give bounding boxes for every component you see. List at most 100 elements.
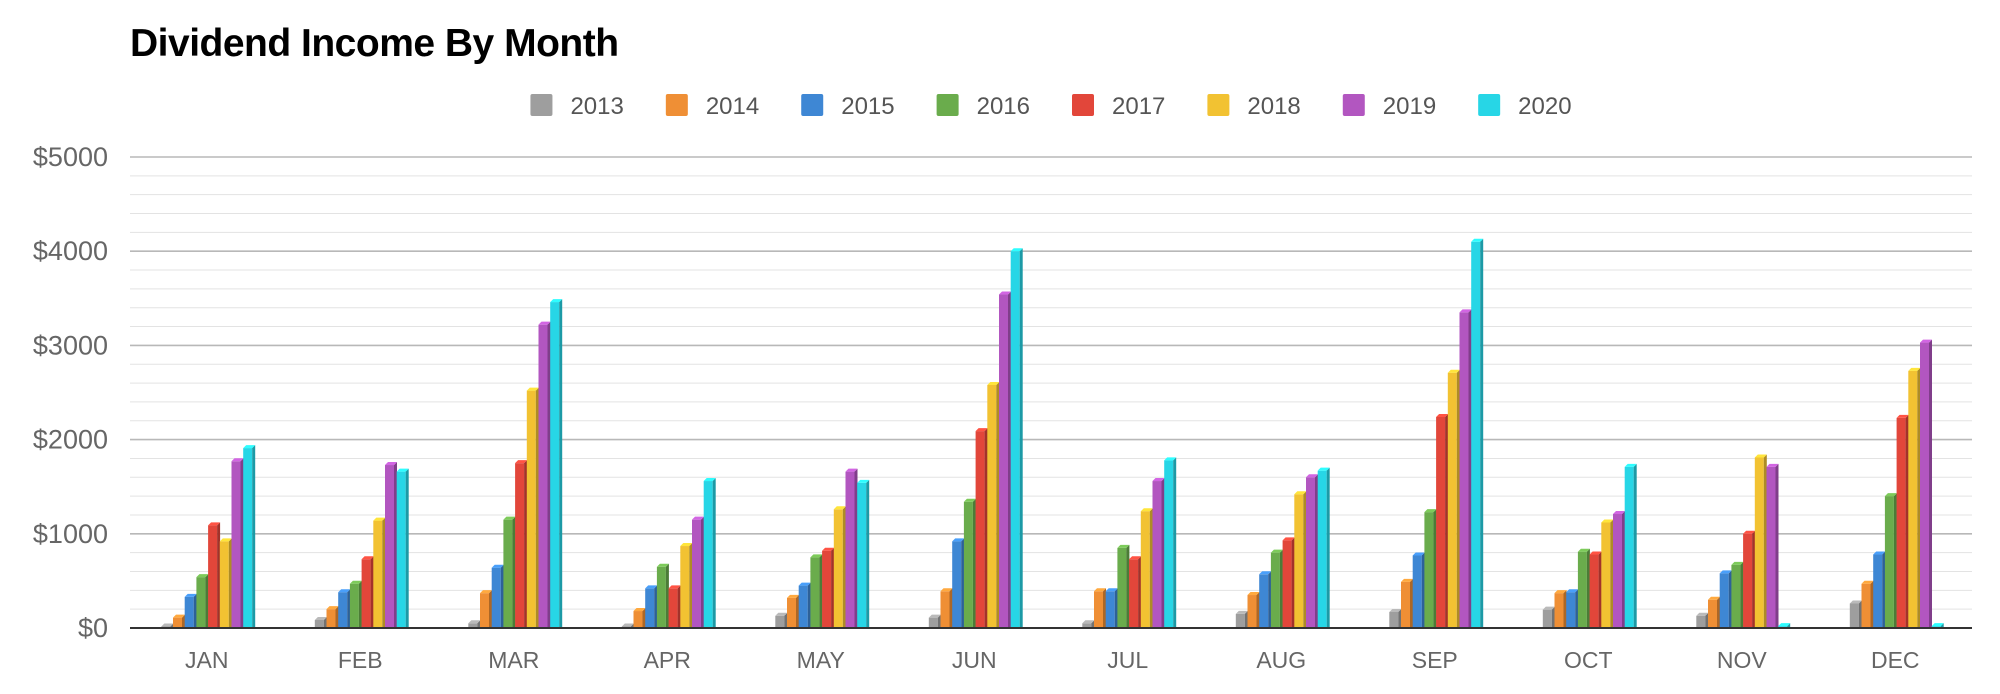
bar-top-2013-jan — [161, 623, 174, 627]
bar-2019-oct — [1613, 514, 1622, 628]
bar-2016-may — [810, 557, 820, 628]
bar-2017-mar — [515, 463, 525, 628]
legend-label: 2015 — [841, 93, 894, 120]
bar-2019-dec — [1920, 342, 1929, 628]
bar-side-2014-mar — [489, 590, 492, 628]
bar-2013-jul — [1082, 623, 1092, 628]
bar-2020-apr — [703, 481, 713, 628]
bar-2018-aug — [1294, 494, 1304, 628]
bar-top-2018-may — [833, 506, 846, 510]
bar-top-2020-apr — [703, 478, 716, 482]
bar-2020-jan — [243, 448, 253, 628]
bar-top-2013-mar — [468, 620, 481, 624]
bar-side-2018-apr — [689, 543, 693, 628]
bar-2016-sep — [1424, 512, 1434, 628]
bar-2018-oct — [1601, 522, 1611, 628]
bar-2019-may — [845, 471, 855, 628]
bar-top-2016-oct — [1577, 548, 1590, 552]
bar-side-2016-jan — [205, 574, 209, 628]
bar-top-2020-oct — [1624, 463, 1637, 467]
bar-top-2017-oct — [1589, 551, 1602, 555]
bar-side-2013-jan — [170, 623, 174, 628]
legend-swatch — [1478, 94, 1501, 116]
x-tick-label: JAN — [185, 647, 228, 673]
bar-side-2015-nov — [1728, 570, 1732, 628]
bar-side-2019-oct — [1622, 511, 1625, 628]
bar-2016-aug — [1270, 552, 1280, 628]
y-tick-label: $2000 — [33, 425, 108, 455]
bar-2014-sep — [1401, 581, 1410, 628]
bar-side-2018-mar — [535, 387, 539, 628]
bar-side-2020-feb — [405, 468, 409, 628]
legend-label: 2014 — [706, 93, 759, 120]
bar-group-jul — [1082, 457, 1177, 628]
bar-2020-feb — [396, 471, 406, 628]
x-tick-label: NOV — [1717, 647, 1768, 673]
bar-top-2020-may — [857, 479, 870, 483]
bar-top-2016-dec — [1884, 493, 1897, 497]
bar-top-2017-jan — [208, 522, 221, 526]
legend-label: 2019 — [1383, 93, 1436, 120]
bar-side-2015-apr — [654, 585, 658, 628]
bar-2013-aug — [1235, 613, 1245, 628]
bar-2016-jan — [196, 577, 206, 628]
bar-2017-dec — [1896, 417, 1906, 628]
bar-side-2019-jul — [1161, 478, 1165, 628]
x-tick-label: APR — [644, 647, 691, 673]
bar-side-2020-nov — [1787, 623, 1791, 628]
bar-2013-nov — [1696, 615, 1706, 628]
bar-group-may — [775, 468, 870, 628]
bar-side-2016-nov — [1740, 561, 1744, 628]
chart-legend: 2013 2014 2015 2016 2017 2018 2019 2020 — [530, 93, 1572, 120]
bar-side-2013-dec — [1858, 600, 1862, 628]
bar-top-2014-nov — [1708, 596, 1720, 600]
legend-swatch — [665, 94, 688, 116]
bar-2018-sep — [1447, 372, 1457, 628]
bar-side-2020-may — [866, 479, 870, 628]
bar-side-2019-nov — [1775, 463, 1779, 628]
bar-2016-jul — [1117, 547, 1127, 628]
legend-item-2015: 2015 — [801, 93, 895, 120]
bar-2015-jan — [184, 596, 194, 628]
bar-side-2016-mar — [512, 516, 516, 628]
bar-top-2020-mar — [550, 299, 563, 303]
bar-top-2013-aug — [1235, 610, 1248, 614]
bar-top-2014-feb — [326, 606, 339, 610]
bar-side-2017-jun — [984, 428, 988, 628]
bar-top-2018-mar — [526, 387, 539, 391]
bar-side-2015-mar — [500, 564, 504, 628]
bar-side-2017-sep — [1445, 413, 1449, 628]
bar-top-2017-jul — [1129, 556, 1142, 560]
bar-top-2018-sep — [1447, 369, 1460, 373]
bar-side-2018-may — [842, 506, 846, 628]
chart-title: Dividend Income By Month — [130, 22, 619, 65]
bar-side-2015-dec — [1882, 551, 1886, 628]
bar-side-2020-oct — [1633, 463, 1637, 628]
bar-side-2015-feb — [347, 589, 351, 628]
bar-2018-jul — [1140, 511, 1150, 628]
bar-top-2017-may — [822, 547, 835, 551]
bar-top-2013-oct — [1542, 606, 1555, 610]
bar-side-2017-aug — [1291, 537, 1295, 628]
bar-side-2019-sep — [1468, 309, 1472, 628]
x-tick-label: JUL — [1107, 647, 1148, 673]
bar-2017-jul — [1129, 559, 1139, 628]
bar-2018-jun — [987, 384, 997, 628]
bar-group-sep — [1389, 238, 1484, 628]
bar-2015-sep — [1412, 555, 1422, 628]
legend-swatch — [801, 94, 824, 116]
bar-2015-dec — [1873, 554, 1883, 628]
bar-top-2013-nov — [1696, 612, 1709, 616]
bar-top-2017-aug — [1282, 537, 1295, 541]
bar-side-2020-aug — [1326, 467, 1330, 628]
bar-top-2017-apr — [668, 585, 681, 589]
bar-group-feb — [314, 462, 409, 628]
bar-2013-dec — [1849, 603, 1859, 628]
bar-top-2020-aug — [1317, 467, 1330, 471]
bar-2015-nov — [1719, 573, 1729, 628]
bar-2019-sep — [1459, 312, 1469, 628]
bar-2014-dec — [1861, 583, 1871, 628]
bar-side-2015-aug — [1268, 571, 1272, 628]
bar-top-2018-feb — [373, 517, 386, 521]
bar-side-2016-may — [819, 554, 823, 628]
